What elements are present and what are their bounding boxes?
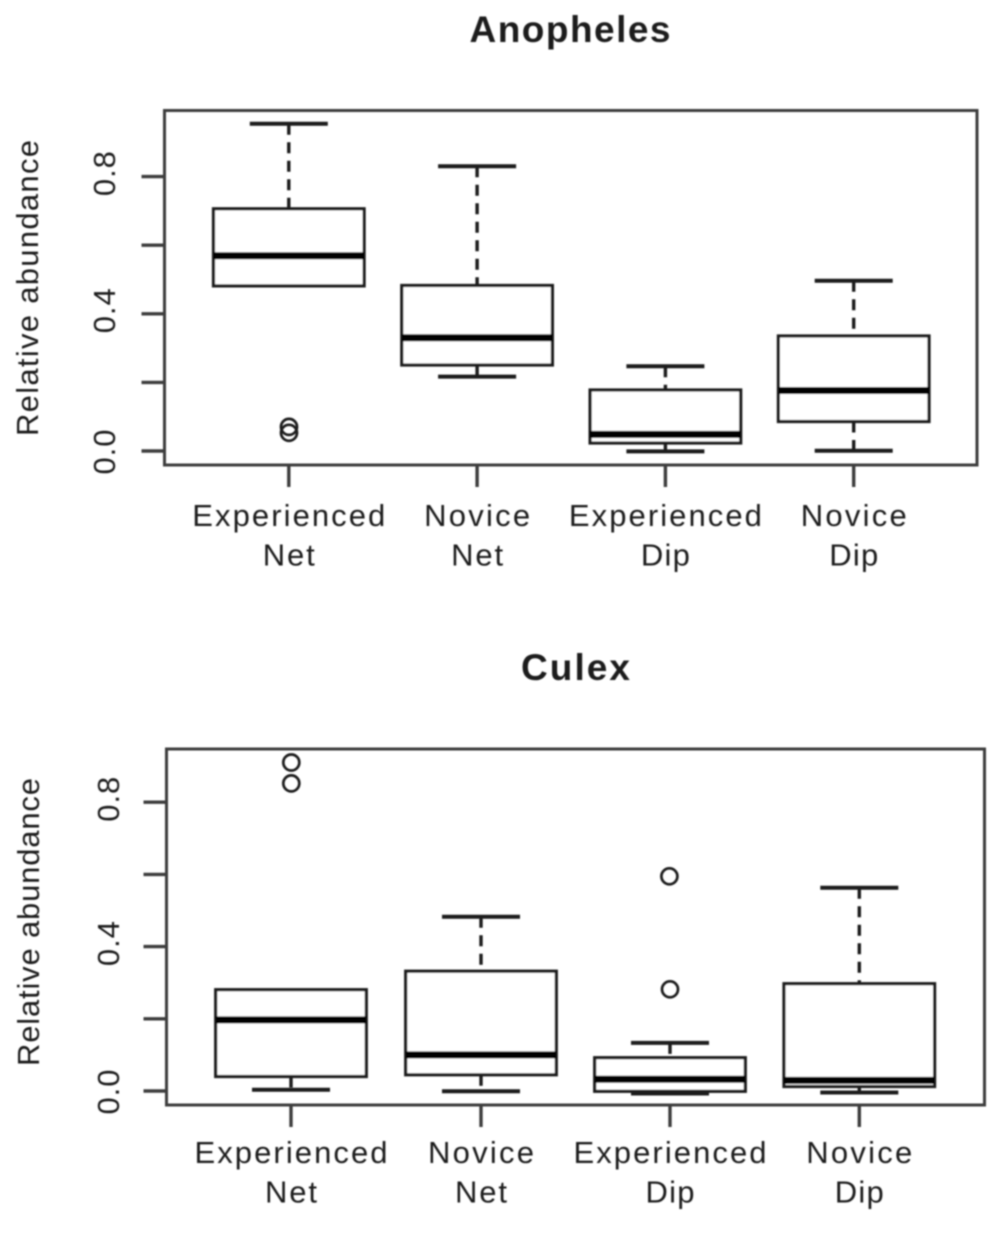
svg-text:0.0: 0.0	[91, 1070, 126, 1115]
svg-text:Novice: Novice	[428, 1135, 534, 1170]
svg-text:Net: Net	[263, 538, 315, 573]
svg-text:0.8: 0.8	[91, 777, 126, 822]
svg-text:Culex: Culex	[521, 647, 630, 688]
svg-text:Experienced: Experienced	[192, 498, 385, 533]
svg-text:Net: Net	[451, 538, 503, 573]
svg-text:Dip: Dip	[646, 1175, 695, 1210]
svg-text:Novice: Novice	[801, 498, 907, 533]
svg-text:Relative abundance: Relative abundance	[11, 778, 46, 1066]
svg-text:Dip: Dip	[829, 538, 878, 573]
svg-text:Net: Net	[455, 1175, 507, 1210]
svg-text:Experienced: Experienced	[574, 1135, 767, 1170]
svg-text:Novice: Novice	[424, 498, 530, 533]
svg-text:0.8: 0.8	[87, 151, 122, 196]
svg-text:Experienced: Experienced	[195, 1135, 388, 1170]
svg-text:Dip: Dip	[641, 538, 690, 573]
svg-text:0.4: 0.4	[91, 921, 126, 966]
svg-text:0.0: 0.0	[87, 430, 122, 475]
svg-text:0.4: 0.4	[87, 288, 122, 333]
svg-text:Anopheles: Anopheles	[470, 9, 671, 50]
svg-text:Experienced: Experienced	[569, 498, 762, 533]
svg-text:Dip: Dip	[835, 1175, 884, 1210]
svg-text:Novice: Novice	[806, 1135, 912, 1170]
svg-text:Net: Net	[265, 1175, 317, 1210]
svg-text:Relative abundance: Relative abundance	[10, 140, 45, 436]
